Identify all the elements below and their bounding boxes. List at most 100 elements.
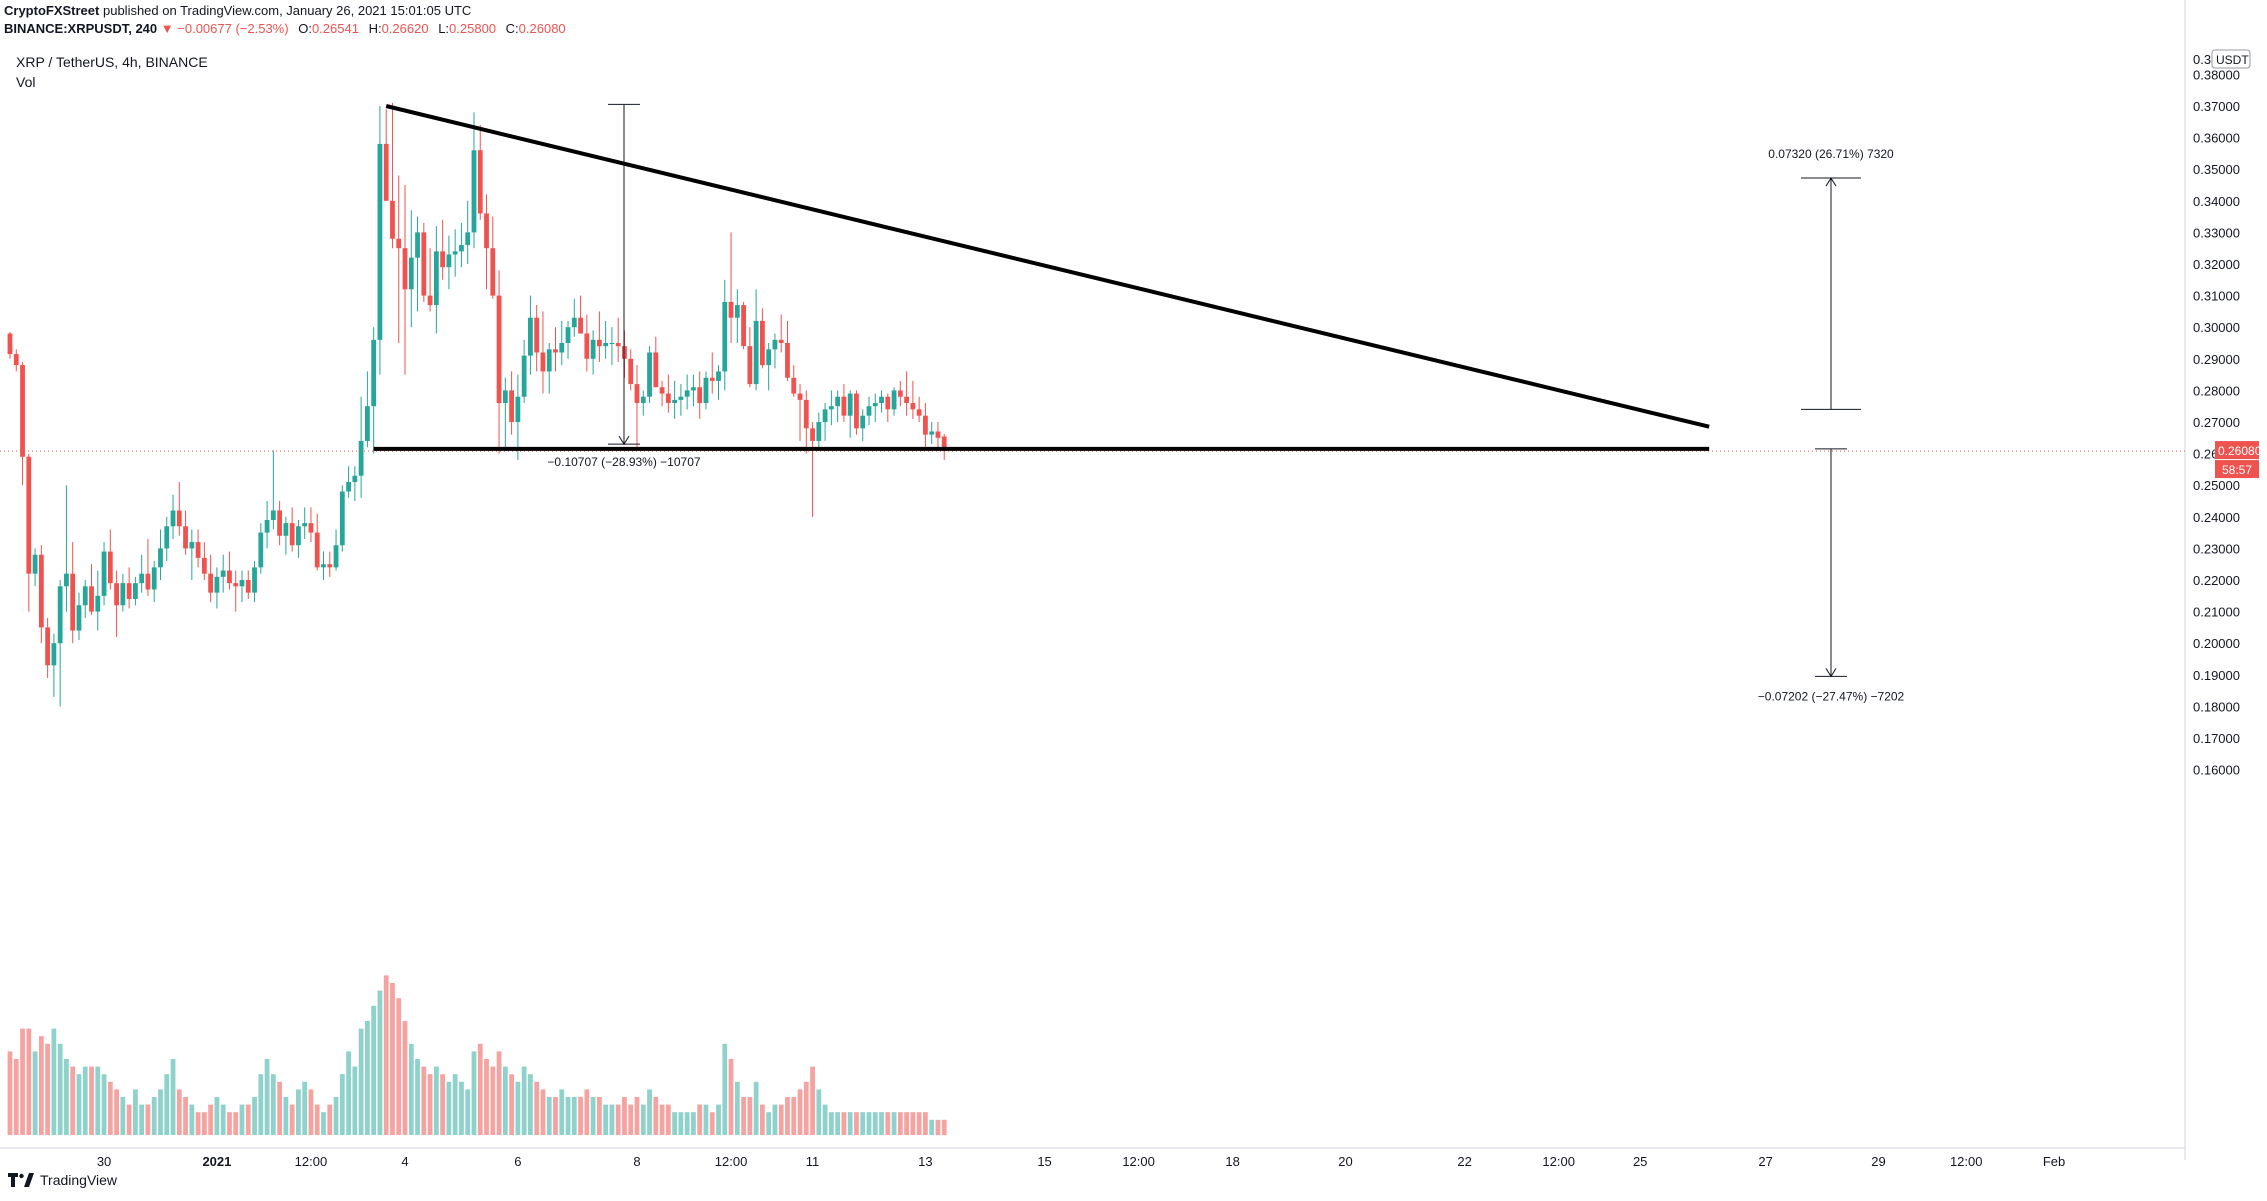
- candle-body: [415, 232, 420, 258]
- candle-body: [885, 396, 891, 410]
- volume-bar: [176, 1089, 182, 1135]
- measure-top: 0.07320 (26.71%) 7320: [1768, 147, 1894, 410]
- candle-body: [208, 573, 214, 593]
- volume-bar: [120, 1097, 126, 1135]
- volume-bar: [766, 1112, 772, 1135]
- footer-brand[interactable]: TradingView: [8, 1172, 117, 1188]
- volume-bar: [459, 1081, 464, 1135]
- volume-bar: [521, 1066, 527, 1135]
- candle-body: [258, 532, 264, 568]
- volume-bar: [910, 1112, 916, 1135]
- volume-bar: [465, 1089, 471, 1135]
- volume-bar: [546, 1097, 552, 1135]
- volume-bar: [728, 1059, 734, 1135]
- volume-bar: [346, 1051, 351, 1135]
- legend-title[interactable]: XRP / TetherUS, 4h, BINANCE: [16, 54, 208, 70]
- currency-badge: [2211, 49, 2251, 69]
- volume-bar: [415, 1059, 420, 1135]
- volume-bar: [741, 1097, 746, 1135]
- candle-body: [433, 251, 439, 306]
- volume-bar: [596, 1097, 602, 1135]
- measure-bottom-label: −0.07202 (−27.47%) −7202: [1758, 689, 1905, 703]
- x-tick-label: 11: [806, 1154, 820, 1169]
- candle-body: [672, 399, 678, 404]
- published-text: published on TradingView.com, January 26…: [102, 3, 472, 18]
- publisher-name[interactable]: CryptoFXStreet: [4, 3, 100, 18]
- candle-body: [465, 232, 471, 246]
- volume-bar: [471, 1051, 477, 1135]
- volume-bar: [772, 1104, 778, 1135]
- currency-label: USDT: [2216, 53, 2249, 67]
- candle-body: [578, 317, 583, 334]
- volume-bar: [107, 1081, 113, 1135]
- candle-body: [490, 248, 496, 296]
- candle-body: [459, 245, 464, 252]
- candle-body: [214, 576, 220, 593]
- volume-bar: [239, 1104, 245, 1135]
- volume-bar: [446, 1081, 452, 1135]
- candle-body: [847, 393, 853, 416]
- volume-bar: [314, 1104, 320, 1135]
- candle-body: [270, 510, 276, 520]
- candle-body: [321, 564, 326, 568]
- volume-bar: [151, 1097, 157, 1135]
- volume-bar: [509, 1074, 514, 1135]
- footer-brand-label: TradingView: [40, 1172, 118, 1188]
- candle-body: [51, 643, 57, 666]
- close-value: 0.26080: [518, 21, 566, 36]
- candle-body: [684, 390, 690, 397]
- volume-bar: [390, 983, 395, 1135]
- candle-body: [446, 254, 452, 268]
- volume-bar: [841, 1112, 847, 1135]
- candle-body: [935, 431, 941, 438]
- y-tick-label: 0.38000: [2193, 67, 2240, 82]
- measure-bottom-arrow: [1825, 668, 1837, 678]
- volume-bar: [747, 1097, 753, 1135]
- candle-body: [289, 523, 295, 546]
- volume-bar: [816, 1089, 822, 1135]
- volume-bar: [559, 1089, 565, 1135]
- candle-body: [245, 580, 251, 593]
- volume-bar: [126, 1104, 132, 1135]
- candle-body: [220, 570, 226, 577]
- candle-body: [753, 320, 759, 385]
- volume-bar: [289, 1104, 295, 1135]
- volume-bar: [114, 1089, 119, 1135]
- y-tick-label: 0.22000: [2193, 573, 2240, 588]
- volume-bar: [477, 1043, 483, 1135]
- volume-bar: [452, 1074, 458, 1135]
- legend-volume[interactable]: Vol: [16, 74, 36, 90]
- y-tick-label: 0.36000: [2193, 131, 2240, 146]
- volume-bar: [327, 1104, 333, 1135]
- volume-bar: [628, 1104, 634, 1135]
- candle-body: [923, 415, 928, 435]
- volume-bar: [803, 1081, 809, 1135]
- volume-bar: [916, 1112, 922, 1135]
- candle-body: [139, 573, 145, 584]
- volume-bar: [665, 1104, 671, 1135]
- volume-bar: [13, 1059, 19, 1135]
- candle-body: [201, 557, 207, 574]
- volume-bar: [653, 1097, 659, 1135]
- volume-bar: [45, 1043, 51, 1135]
- volume-bar: [785, 1097, 790, 1135]
- candle-body: [766, 349, 772, 366]
- volume-bar: [64, 1059, 69, 1135]
- candle-body: [252, 567, 257, 593]
- candle-body: [897, 390, 903, 397]
- x-tick-label: 6: [514, 1154, 521, 1169]
- volume-bar: [584, 1089, 590, 1135]
- candle-body: [20, 365, 25, 457]
- volume-bar: [7, 1051, 13, 1135]
- x-tick-label: 13: [918, 1154, 932, 1169]
- candle-body: [120, 583, 126, 606]
- candle-body: [496, 295, 502, 404]
- candle-body: [559, 343, 565, 353]
- x-tick-label: 29: [1871, 1154, 1885, 1169]
- x-tick-label: 12:00: [295, 1154, 328, 1169]
- change-label: ▼ −0.00677 (−2.53%): [160, 21, 289, 36]
- volume-bar: [502, 1066, 508, 1135]
- candle-body: [647, 352, 652, 397]
- volume-bar: [847, 1112, 853, 1135]
